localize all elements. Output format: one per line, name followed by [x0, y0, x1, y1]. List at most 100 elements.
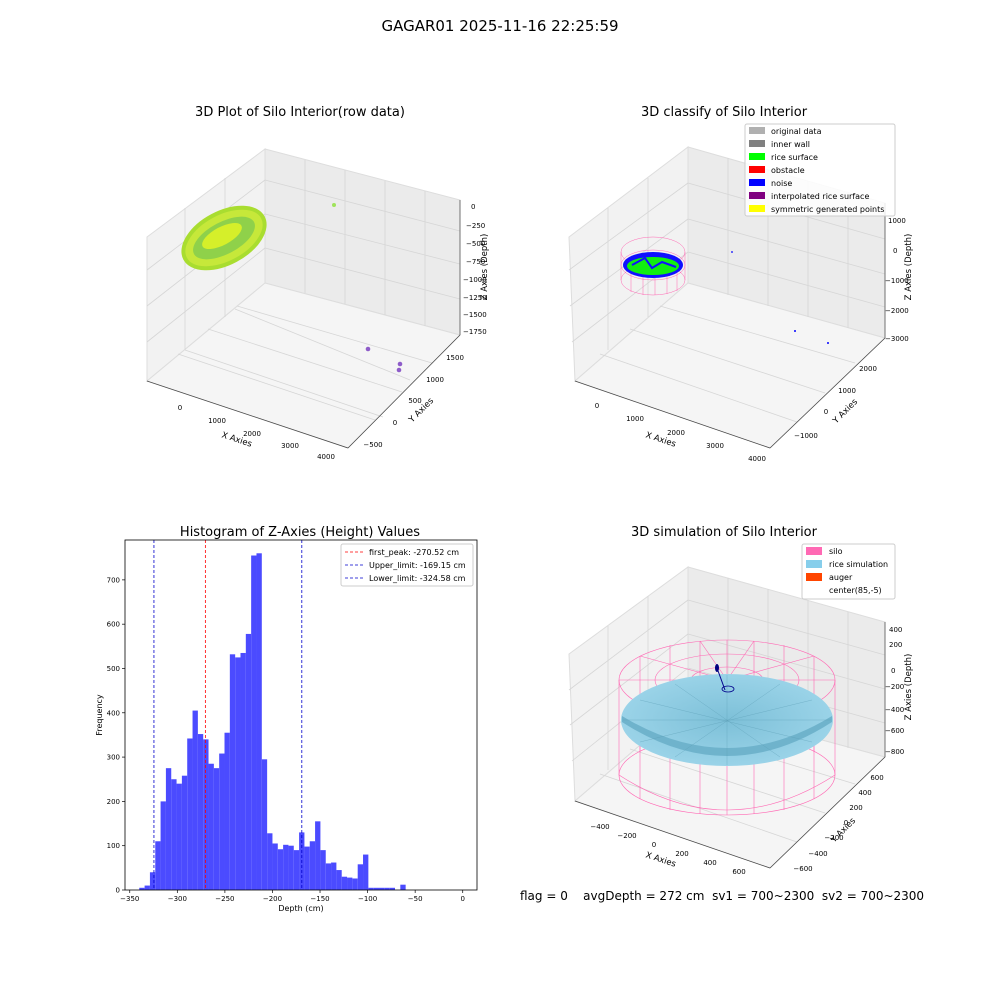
upper-limit-legend-label: Upper_limit: -169.15 cm — [369, 561, 466, 570]
simulation-ztick: 200 — [889, 641, 902, 649]
histogram-ytick-label: 100 — [107, 842, 120, 850]
simulation-legend-label: silo — [829, 547, 843, 556]
simulation-rice-mesh — [623, 675, 831, 765]
histogram-bar — [160, 801, 166, 890]
histogram-ytick-label: 700 — [107, 576, 120, 584]
classify-legend: original data inner wall rice surface obsta… — [744, 123, 896, 217]
simulation-ztick: −800 — [885, 748, 904, 756]
histogram-ylabel: Frequency — [95, 694, 104, 736]
classify-noise-point — [827, 342, 829, 344]
histogram-frame — [124, 539, 478, 891]
simulation-ytick: 200 — [849, 804, 862, 812]
raw-x-axis-line — [146, 380, 349, 449]
histogram-xlabel: Depth (cm) — [278, 904, 323, 913]
avgdepth-status: avgDepth = 272 cm — [583, 889, 705, 903]
raw-ztick: −250 — [466, 222, 485, 230]
histogram-bar — [389, 887, 395, 890]
classify-ylabel: Y Axies — [830, 397, 860, 427]
histogram-bar — [272, 843, 278, 890]
histogram-bar — [240, 652, 246, 890]
simulation-ytick: −400 — [808, 850, 827, 858]
raw-outlier-point — [397, 361, 403, 367]
histogram-plot: Histogram of Z-Axies (Height) Values −35… — [95, 525, 478, 913]
classify-legend-swatch — [749, 179, 765, 186]
simulation-xtick: 200 — [675, 850, 688, 858]
histogram-bar — [379, 887, 385, 890]
raw-outlier-point — [332, 203, 336, 207]
classify-legend-label: inner wall — [771, 140, 810, 149]
histogram-bar — [245, 633, 252, 890]
histogram-bar — [203, 739, 209, 890]
classify-legend-label: original data — [771, 127, 822, 136]
raw-ytick: 500 — [408, 397, 421, 405]
classify-grid — [568, 158, 886, 423]
histogram-bar — [331, 862, 337, 890]
raw-ring-points — [181, 205, 267, 271]
histogram-bar — [219, 753, 225, 890]
histogram-bar — [400, 884, 406, 890]
histogram-vlines — [153, 540, 303, 890]
histogram-bar — [235, 657, 241, 890]
classify-ztick: −2000 — [885, 307, 909, 315]
histogram-xtick-label: 0 — [460, 895, 464, 903]
classify-legend-swatch — [749, 153, 765, 160]
classify-legend-label: rice surface — [771, 153, 818, 162]
raw-xtick: 4000 — [317, 453, 335, 461]
histogram-bar — [357, 864, 364, 890]
classify-ytick: 1000 — [838, 387, 856, 395]
simulation-rice-edge — [622, 716, 832, 756]
histogram-xtick-label: −100 — [358, 895, 377, 903]
histogram-bar — [256, 553, 262, 890]
classify-ytick: 2000 — [859, 365, 877, 373]
classify-ztick: 0 — [893, 247, 897, 255]
simulation-auger-line — [716, 667, 726, 691]
histogram-xtick-label: −300 — [168, 895, 187, 903]
simulation-ztick: −600 — [885, 727, 904, 735]
raw-xtick: 1000 — [208, 417, 226, 425]
simulation-legend-swatch — [806, 547, 822, 555]
raw-outlier-point — [396, 367, 402, 373]
histogram-bar — [181, 775, 188, 890]
raw-ztick: −1750 — [463, 328, 487, 336]
histogram-bars — [139, 553, 406, 890]
histogram-bar — [283, 844, 289, 890]
histogram-bar — [336, 870, 342, 890]
first_peak-legend-label: first_peak: -270.52 cm — [369, 548, 459, 557]
simulation-zlabel: Z Axies (Depth) — [904, 654, 914, 721]
sv1-status: sv1 = 700~2300 — [712, 889, 815, 903]
raw-zlabel: Z Axies (Depth) — [480, 234, 490, 301]
histogram-ytick-label: 600 — [107, 621, 120, 629]
histogram-ytick-label: 300 — [107, 754, 120, 762]
classify-xtick: 0 — [595, 402, 599, 410]
simulation-ztick: 0 — [891, 667, 895, 675]
classify-x-axis-line — [574, 380, 771, 449]
classify-legend-label: obstacle — [771, 166, 805, 175]
histogram-bar — [224, 732, 230, 890]
histogram-xticks: −350 −300 −250 −200 −150 −100 −50 0 — [120, 890, 465, 903]
simulation-xtick: 600 — [732, 868, 745, 876]
histogram-legend: first_peak: -270.52 cm Upper_limit: -169.… — [340, 543, 474, 587]
histogram-bar — [176, 783, 182, 890]
histogram-bar — [347, 877, 353, 890]
raw-ytick: 1500 — [446, 354, 464, 362]
classify-ztick: −3000 — [885, 335, 909, 343]
histogram-bar — [165, 768, 172, 890]
status-line: flag = 0 avgDepth = 272 cm sv1 = 700~230… — [520, 889, 924, 903]
simulation-xtick: −200 — [617, 832, 636, 840]
simulation-legend-label: auger — [829, 573, 853, 582]
simulation-legend-swatch — [806, 560, 822, 568]
lower-limit-legend-label: Lower_limit: -324.58 cm — [369, 574, 466, 583]
histogram-bar — [144, 885, 150, 890]
raw-ytick: −500 — [363, 441, 382, 449]
classify-3d-plot: 3D classify of Silo Interior — [568, 105, 914, 463]
classify-legend-label: noise — [771, 179, 792, 188]
classify-plot-title: 3D classify of Silo Interior — [641, 105, 808, 120]
classify-legend-swatch — [749, 192, 765, 199]
simulation-grid — [568, 578, 886, 843]
histogram-xtick-label: −350 — [120, 895, 139, 903]
raw-ytick: 1000 — [426, 376, 444, 384]
simulation-ztick: −200 — [885, 683, 904, 691]
raw-3d-plot: 3D Plot of Silo Interior(row data) — [145, 105, 490, 461]
histogram-title: Histogram of Z-Axies (Height) Values — [180, 525, 420, 540]
